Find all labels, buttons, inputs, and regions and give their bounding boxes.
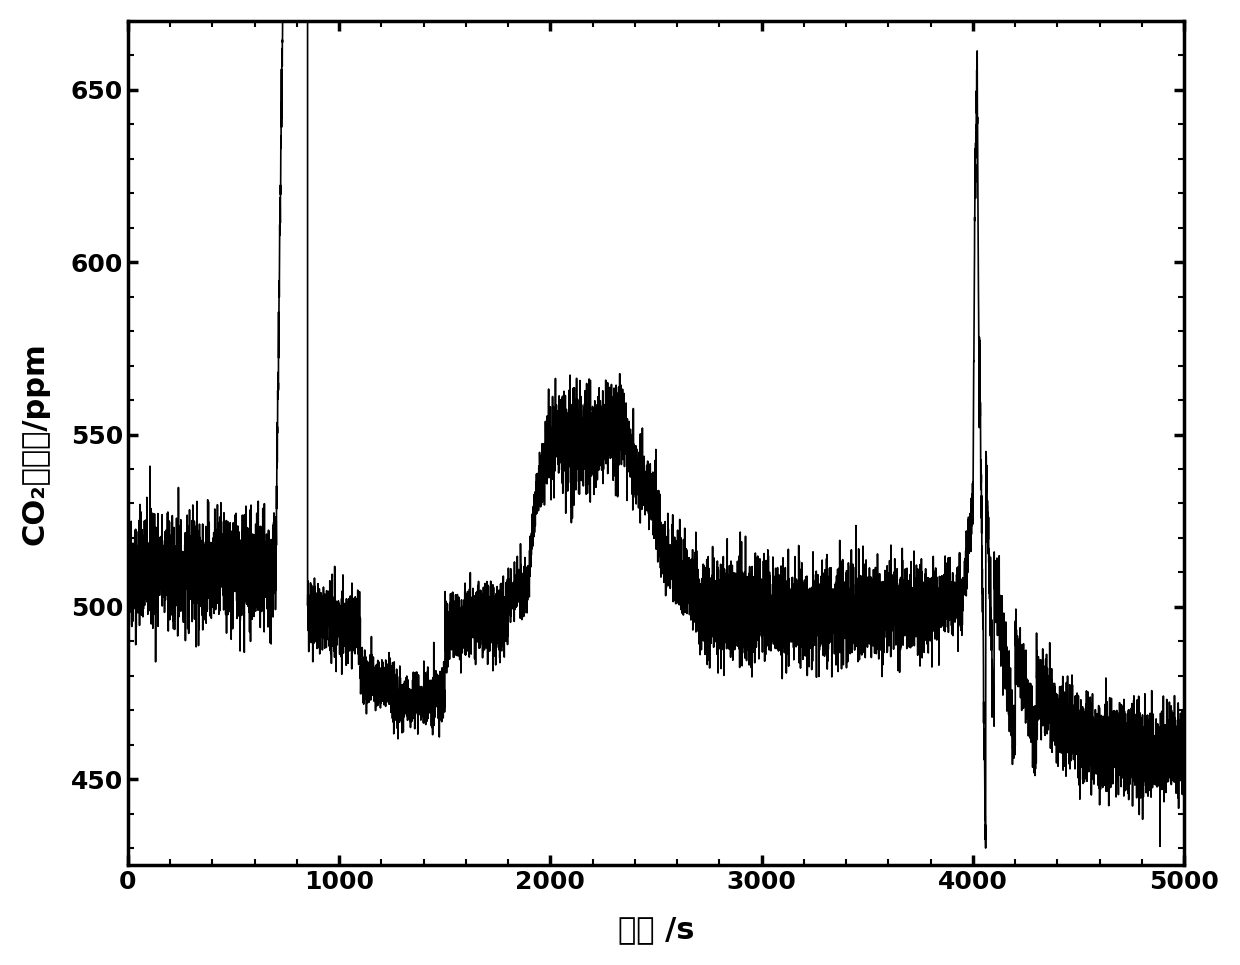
Y-axis label: CO₂生成量/ppm: CO₂生成量/ppm xyxy=(21,342,50,544)
X-axis label: 时间 /s: 时间 /s xyxy=(618,915,694,944)
